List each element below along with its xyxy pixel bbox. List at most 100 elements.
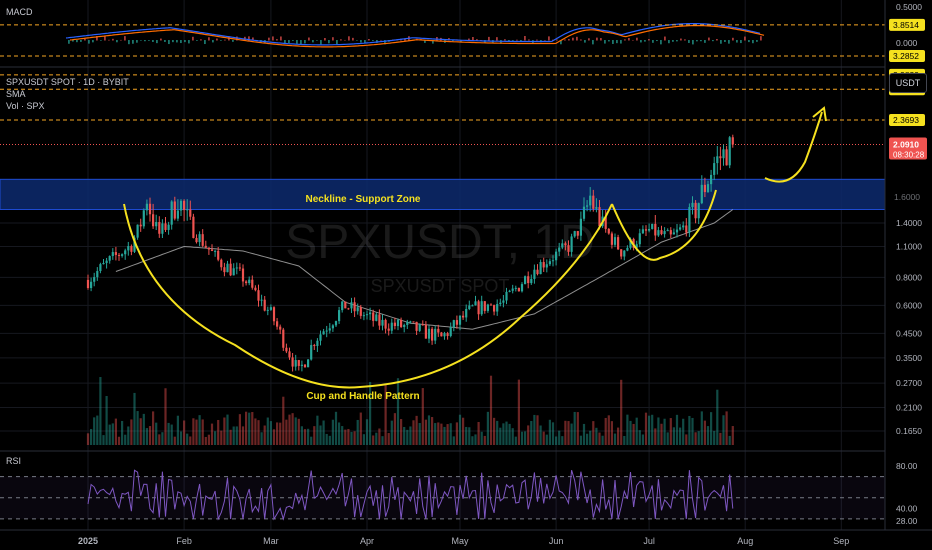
candle-body xyxy=(362,315,365,317)
volume-bar xyxy=(387,433,390,445)
volume-bar xyxy=(555,436,558,445)
chart-title[interactable]: SPXUSDT SPOT · 1D · BYBIT xyxy=(6,77,129,87)
candle-body xyxy=(685,225,688,233)
candle-body xyxy=(530,278,533,284)
volume-bar xyxy=(517,379,520,445)
volume-bar xyxy=(452,436,455,445)
macd-hist-bar xyxy=(188,40,190,44)
candle-body xyxy=(406,321,409,325)
macd-hist-bar xyxy=(452,40,454,42)
candle-body xyxy=(449,327,452,336)
candle-body xyxy=(431,328,434,341)
volume-bar xyxy=(548,419,551,445)
macd-hist-bar xyxy=(100,40,102,41)
volume-bar xyxy=(502,423,505,445)
volume-bar xyxy=(688,415,691,445)
candle-body xyxy=(592,195,595,209)
candle-body xyxy=(486,304,489,311)
volume-bar xyxy=(207,434,210,445)
resistance-levels[interactable] xyxy=(0,24,885,145)
neckline-zone[interactable] xyxy=(0,178,886,210)
macd-hist-bar xyxy=(324,38,326,41)
volume-bar xyxy=(251,412,254,445)
currency-button[interactable]: USDT xyxy=(889,73,927,93)
macd-hist-bar xyxy=(280,36,282,41)
candle-body xyxy=(223,267,226,273)
volume-bar xyxy=(620,379,623,445)
macd-hist-bar xyxy=(80,40,82,42)
macd-hist-bar xyxy=(512,40,514,41)
projection-arrow[interactable] xyxy=(764,111,823,183)
time-axis[interactable]: 2025 Feb Mar Apr May Jun Jul Aug Sep xyxy=(78,536,849,546)
volume-bar xyxy=(635,417,638,445)
cup-curve[interactable] xyxy=(123,203,613,389)
current-price: 2.0910 xyxy=(893,139,919,149)
candle-body xyxy=(167,224,170,230)
candle-body xyxy=(524,276,527,285)
volume-bar xyxy=(142,413,145,445)
volume-bar xyxy=(400,419,403,445)
macd-hist-bar xyxy=(584,40,586,43)
candle-body xyxy=(393,322,396,327)
volume-bar xyxy=(139,418,142,445)
level-tag-bg-4 xyxy=(889,114,925,126)
candle-body xyxy=(508,290,511,292)
volume-bar xyxy=(359,412,362,445)
macd-label: MACD xyxy=(6,7,33,17)
volume-bar xyxy=(499,427,502,445)
macd-hist-bar xyxy=(104,36,106,41)
handle-curve[interactable] xyxy=(611,189,717,261)
candle-body xyxy=(263,299,266,311)
volume-bar xyxy=(694,432,697,445)
volume-bar xyxy=(545,434,548,445)
volume-bar xyxy=(672,427,675,445)
macd-hist-bar xyxy=(276,39,278,41)
price-tick-7: 0.2100 xyxy=(896,403,922,413)
candlestick-series xyxy=(86,134,734,372)
macd-axis-0: 0.5000 xyxy=(896,2,922,12)
candle-body xyxy=(396,319,400,327)
sma-legend[interactable]: SMA xyxy=(6,89,26,99)
candle-body xyxy=(201,234,204,246)
volume-bar xyxy=(313,426,316,445)
macd-hist-bar xyxy=(132,40,134,44)
volume-bar xyxy=(158,434,161,445)
volume-bar xyxy=(480,431,483,445)
candle-body xyxy=(477,301,480,315)
candle-body xyxy=(173,201,176,219)
volume-bar xyxy=(589,430,592,445)
candle-body xyxy=(117,254,121,256)
macd-hist-bar xyxy=(328,40,330,44)
volume-bar xyxy=(124,434,127,445)
volume-bar xyxy=(514,436,517,445)
macd-hist-bar xyxy=(88,40,90,44)
candle-body xyxy=(387,328,390,331)
candle-body xyxy=(558,247,561,252)
volume-bar xyxy=(493,417,496,445)
macd-hist-bar xyxy=(700,40,702,42)
volume-bar xyxy=(378,428,381,445)
macd-hist-bar xyxy=(608,40,610,42)
volume-legend[interactable]: Vol · SPX xyxy=(6,101,45,111)
candle-body xyxy=(217,250,220,260)
volume-bar xyxy=(245,411,248,445)
macd-hist-bar xyxy=(736,40,738,43)
candle-body xyxy=(350,302,353,309)
volume-bar xyxy=(536,415,539,445)
macd-hist-bar xyxy=(684,39,686,41)
volume-bar xyxy=(610,421,613,445)
macd-hist-bar xyxy=(172,40,174,43)
macd-hist-bar xyxy=(632,39,634,41)
macd-hist-bar xyxy=(176,40,178,43)
candle-body xyxy=(561,243,564,248)
macd-hist-bar xyxy=(344,39,346,41)
macd-hist-bar xyxy=(292,40,294,41)
macd-hist-bar xyxy=(108,39,110,41)
volume-bar xyxy=(728,435,731,445)
candle-body xyxy=(679,227,682,230)
volume-bar xyxy=(725,411,728,445)
volume-bar xyxy=(601,435,604,445)
volume-bar xyxy=(474,434,477,445)
signal-line xyxy=(69,25,765,48)
